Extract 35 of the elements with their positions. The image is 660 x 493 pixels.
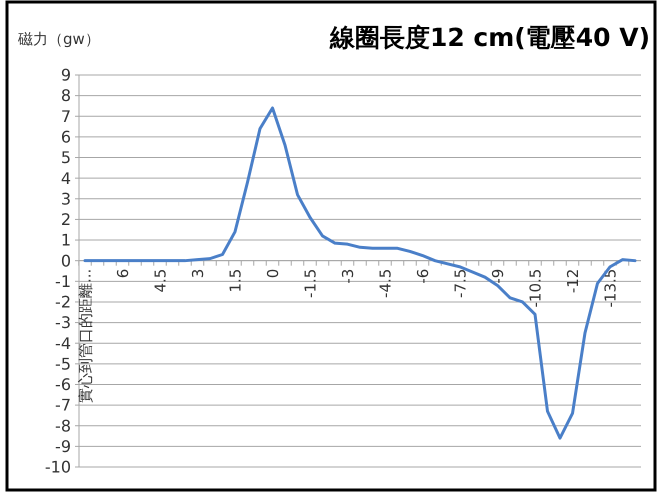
x-tick-label: 實心到管口的距離... bbox=[76, 268, 94, 403]
y-tick-label: -3 bbox=[55, 313, 71, 332]
y-tick-label: 3 bbox=[60, 189, 71, 208]
y-axis-title: 磁力（gw） bbox=[17, 30, 100, 48]
x-tick-label: 6 bbox=[114, 268, 132, 278]
y-tick-label: -4 bbox=[55, 334, 71, 353]
x-tick-label: 3 bbox=[188, 268, 207, 278]
y-tick-label: -5 bbox=[55, 354, 71, 374]
y-tick-label: 4 bbox=[60, 168, 71, 188]
y-tick-label: -1 bbox=[55, 272, 71, 291]
y-tick-label: -9 bbox=[55, 436, 71, 456]
x-tick-label: 1.5 bbox=[226, 268, 244, 293]
y-tick-label: -6 bbox=[55, 375, 71, 394]
y-tick-label: -8 bbox=[55, 416, 71, 436]
y-tick-label: -2 bbox=[55, 292, 71, 312]
x-tick-label: 0 bbox=[264, 268, 282, 278]
y-tick-label: 6 bbox=[60, 127, 71, 146]
x-tick-label: -1.5 bbox=[301, 268, 320, 298]
y-tick-label: 2 bbox=[60, 210, 71, 230]
x-tick-label: -10.5 bbox=[526, 268, 544, 308]
y-tick-label: -10 bbox=[44, 458, 71, 477]
x-tick-label: -12 bbox=[564, 268, 582, 294]
y-tick-label: 8 bbox=[60, 86, 71, 106]
x-tick-label: -7.5 bbox=[451, 268, 470, 298]
x-tick-label: -6 bbox=[414, 268, 432, 284]
x-tick-label: 4.5 bbox=[151, 268, 170, 293]
y-tick-label: -7 bbox=[55, 396, 71, 415]
y-tick-label: 5 bbox=[60, 148, 71, 168]
x-tick-label: -3 bbox=[338, 268, 357, 284]
chart-title: 線圈長度12 cm(電壓40 V) bbox=[328, 23, 650, 52]
y-tick-label: 7 bbox=[60, 106, 71, 126]
x-tick-label: -4.5 bbox=[376, 268, 394, 298]
y-tick-label: 1 bbox=[60, 230, 71, 250]
y-tick-label: 9 bbox=[60, 66, 71, 85]
x-tick-label: -9 bbox=[488, 268, 507, 284]
